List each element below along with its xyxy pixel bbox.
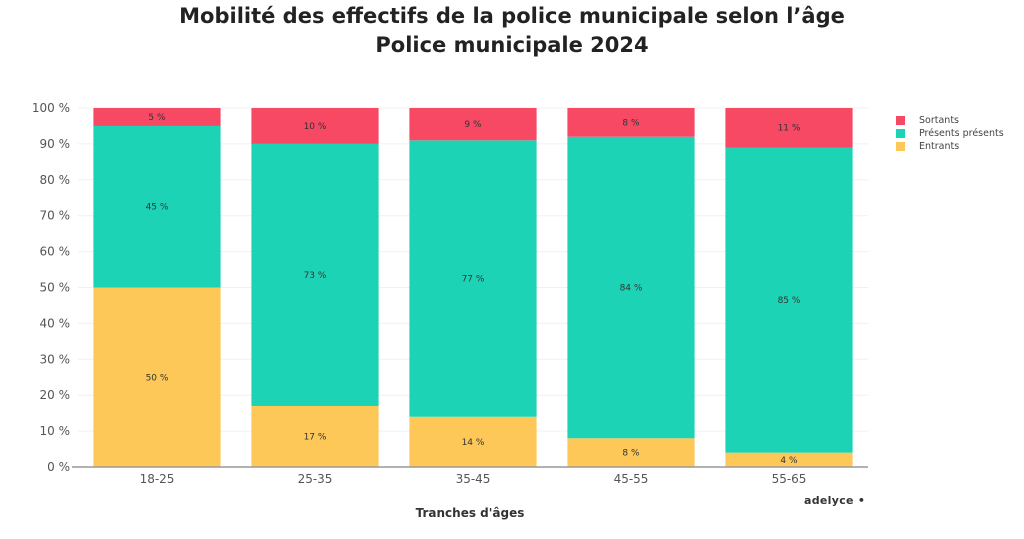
y-tick-label: 80 % bbox=[40, 173, 71, 187]
data-label: 50 % bbox=[146, 373, 169, 383]
legend-swatch-presents bbox=[896, 129, 905, 138]
y-tick-label: 40 % bbox=[40, 316, 71, 330]
y-tick-label: 70 % bbox=[40, 209, 71, 223]
legend-label-sortants: Sortants bbox=[919, 115, 959, 126]
legend-item-entrants[interactable]: Entrants bbox=[896, 140, 1004, 153]
data-label: 11 % bbox=[778, 124, 801, 134]
legend-label-entrants: Entrants bbox=[919, 141, 960, 152]
legend: Sortants Présents présents Entrants bbox=[896, 114, 1004, 153]
data-label: 10 % bbox=[304, 122, 327, 132]
legend-swatch-sortants bbox=[896, 116, 905, 125]
legend-item-presents[interactable]: Présents présents bbox=[896, 127, 1004, 140]
x-tick-label: 18-25 bbox=[140, 472, 175, 486]
bar-segment bbox=[725, 108, 853, 148]
bar-segment bbox=[251, 405, 379, 467]
brand-logo: adelyce • bbox=[804, 494, 866, 507]
bar-segment bbox=[725, 452, 853, 467]
bar-segment bbox=[567, 438, 695, 467]
bar-segment bbox=[409, 108, 537, 141]
y-tick-label: 90 % bbox=[40, 137, 71, 151]
bar-segment bbox=[725, 147, 853, 453]
chart-title-line1: Mobilité des effectifs de la police muni… bbox=[179, 4, 845, 28]
y-tick-label: 10 % bbox=[40, 424, 71, 438]
x-tick-label: 45-55 bbox=[614, 472, 649, 486]
bar-segment bbox=[567, 108, 695, 137]
data-label: 9 % bbox=[464, 120, 482, 130]
chart-subtitle: Police municipale 2024 bbox=[375, 33, 649, 57]
legend-item-sortants[interactable]: Sortants bbox=[896, 114, 1004, 127]
y-tick-label: 60 % bbox=[40, 245, 71, 259]
legend-swatch-entrants bbox=[896, 142, 905, 151]
legend-label-presents: Présents présents bbox=[919, 128, 1004, 139]
x-tick-label: 55-65 bbox=[772, 472, 807, 486]
x-tick-label: 25-35 bbox=[298, 472, 333, 486]
bar-segment bbox=[409, 416, 537, 467]
y-tick-label: 30 % bbox=[40, 352, 71, 366]
data-label: 4 % bbox=[780, 456, 798, 466]
data-label: 14 % bbox=[462, 438, 485, 448]
bar-segment bbox=[567, 136, 695, 439]
data-label: 77 % bbox=[462, 275, 485, 285]
y-tick-label: 50 % bbox=[40, 281, 71, 295]
bar-segment bbox=[409, 140, 537, 417]
bar-segment bbox=[251, 108, 379, 144]
data-label: 85 % bbox=[778, 296, 801, 306]
bar-segment bbox=[93, 287, 221, 467]
data-label: 17 % bbox=[304, 432, 327, 442]
bar-segment bbox=[251, 143, 379, 406]
data-label: 84 % bbox=[620, 284, 643, 294]
data-label: 73 % bbox=[304, 271, 327, 281]
data-label: 5 % bbox=[148, 113, 166, 123]
y-tick-label: 100 % bbox=[32, 101, 70, 115]
bar-segment bbox=[93, 108, 221, 126]
y-tick-label: 20 % bbox=[40, 388, 71, 402]
x-axis-title: Tranches d'âges bbox=[415, 506, 525, 520]
chart-title: Mobilité des effectifs de la police muni… bbox=[0, 2, 1024, 60]
data-label: 8 % bbox=[622, 118, 640, 128]
bar-segment bbox=[93, 125, 221, 288]
data-label: 45 % bbox=[146, 203, 169, 213]
y-tick-label: 0 % bbox=[47, 460, 70, 474]
x-tick-label: 35-45 bbox=[456, 472, 491, 486]
data-label: 8 % bbox=[622, 449, 640, 459]
